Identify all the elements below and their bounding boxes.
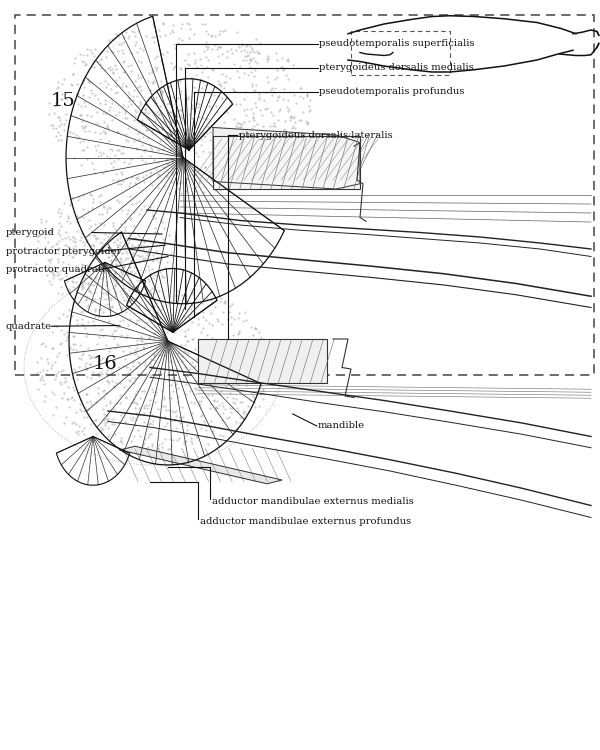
Text: protractor quadrati: protractor quadrati bbox=[6, 266, 105, 274]
Text: mandible: mandible bbox=[318, 422, 365, 430]
Text: pterygoideus dorsalis lateralis: pterygoideus dorsalis lateralis bbox=[239, 130, 392, 140]
Text: pterygoid: pterygoid bbox=[6, 228, 55, 237]
Text: adductor mandibulae externus medialis: adductor mandibulae externus medialis bbox=[212, 496, 413, 506]
Text: quadrate: quadrate bbox=[6, 322, 52, 331]
Text: adductor mandibulae externus profundus: adductor mandibulae externus profundus bbox=[200, 517, 411, 526]
Polygon shape bbox=[213, 128, 360, 189]
Bar bbox=[198, 339, 327, 382]
Text: pterygoideus dorsalis medialis: pterygoideus dorsalis medialis bbox=[319, 63, 474, 72]
Text: 15: 15 bbox=[51, 92, 76, 110]
Polygon shape bbox=[120, 446, 282, 484]
Text: protractor pterygoidei: protractor pterygoidei bbox=[6, 247, 120, 256]
Bar bbox=[213, 136, 360, 189]
Text: pseudotemporalis superficialis: pseudotemporalis superficialis bbox=[319, 39, 475, 48]
Bar bbox=[351, 32, 450, 75]
Text: 16: 16 bbox=[93, 355, 118, 373]
Text: pseudotemporalis profundus: pseudotemporalis profundus bbox=[319, 87, 464, 96]
Bar bbox=[15, 15, 594, 375]
